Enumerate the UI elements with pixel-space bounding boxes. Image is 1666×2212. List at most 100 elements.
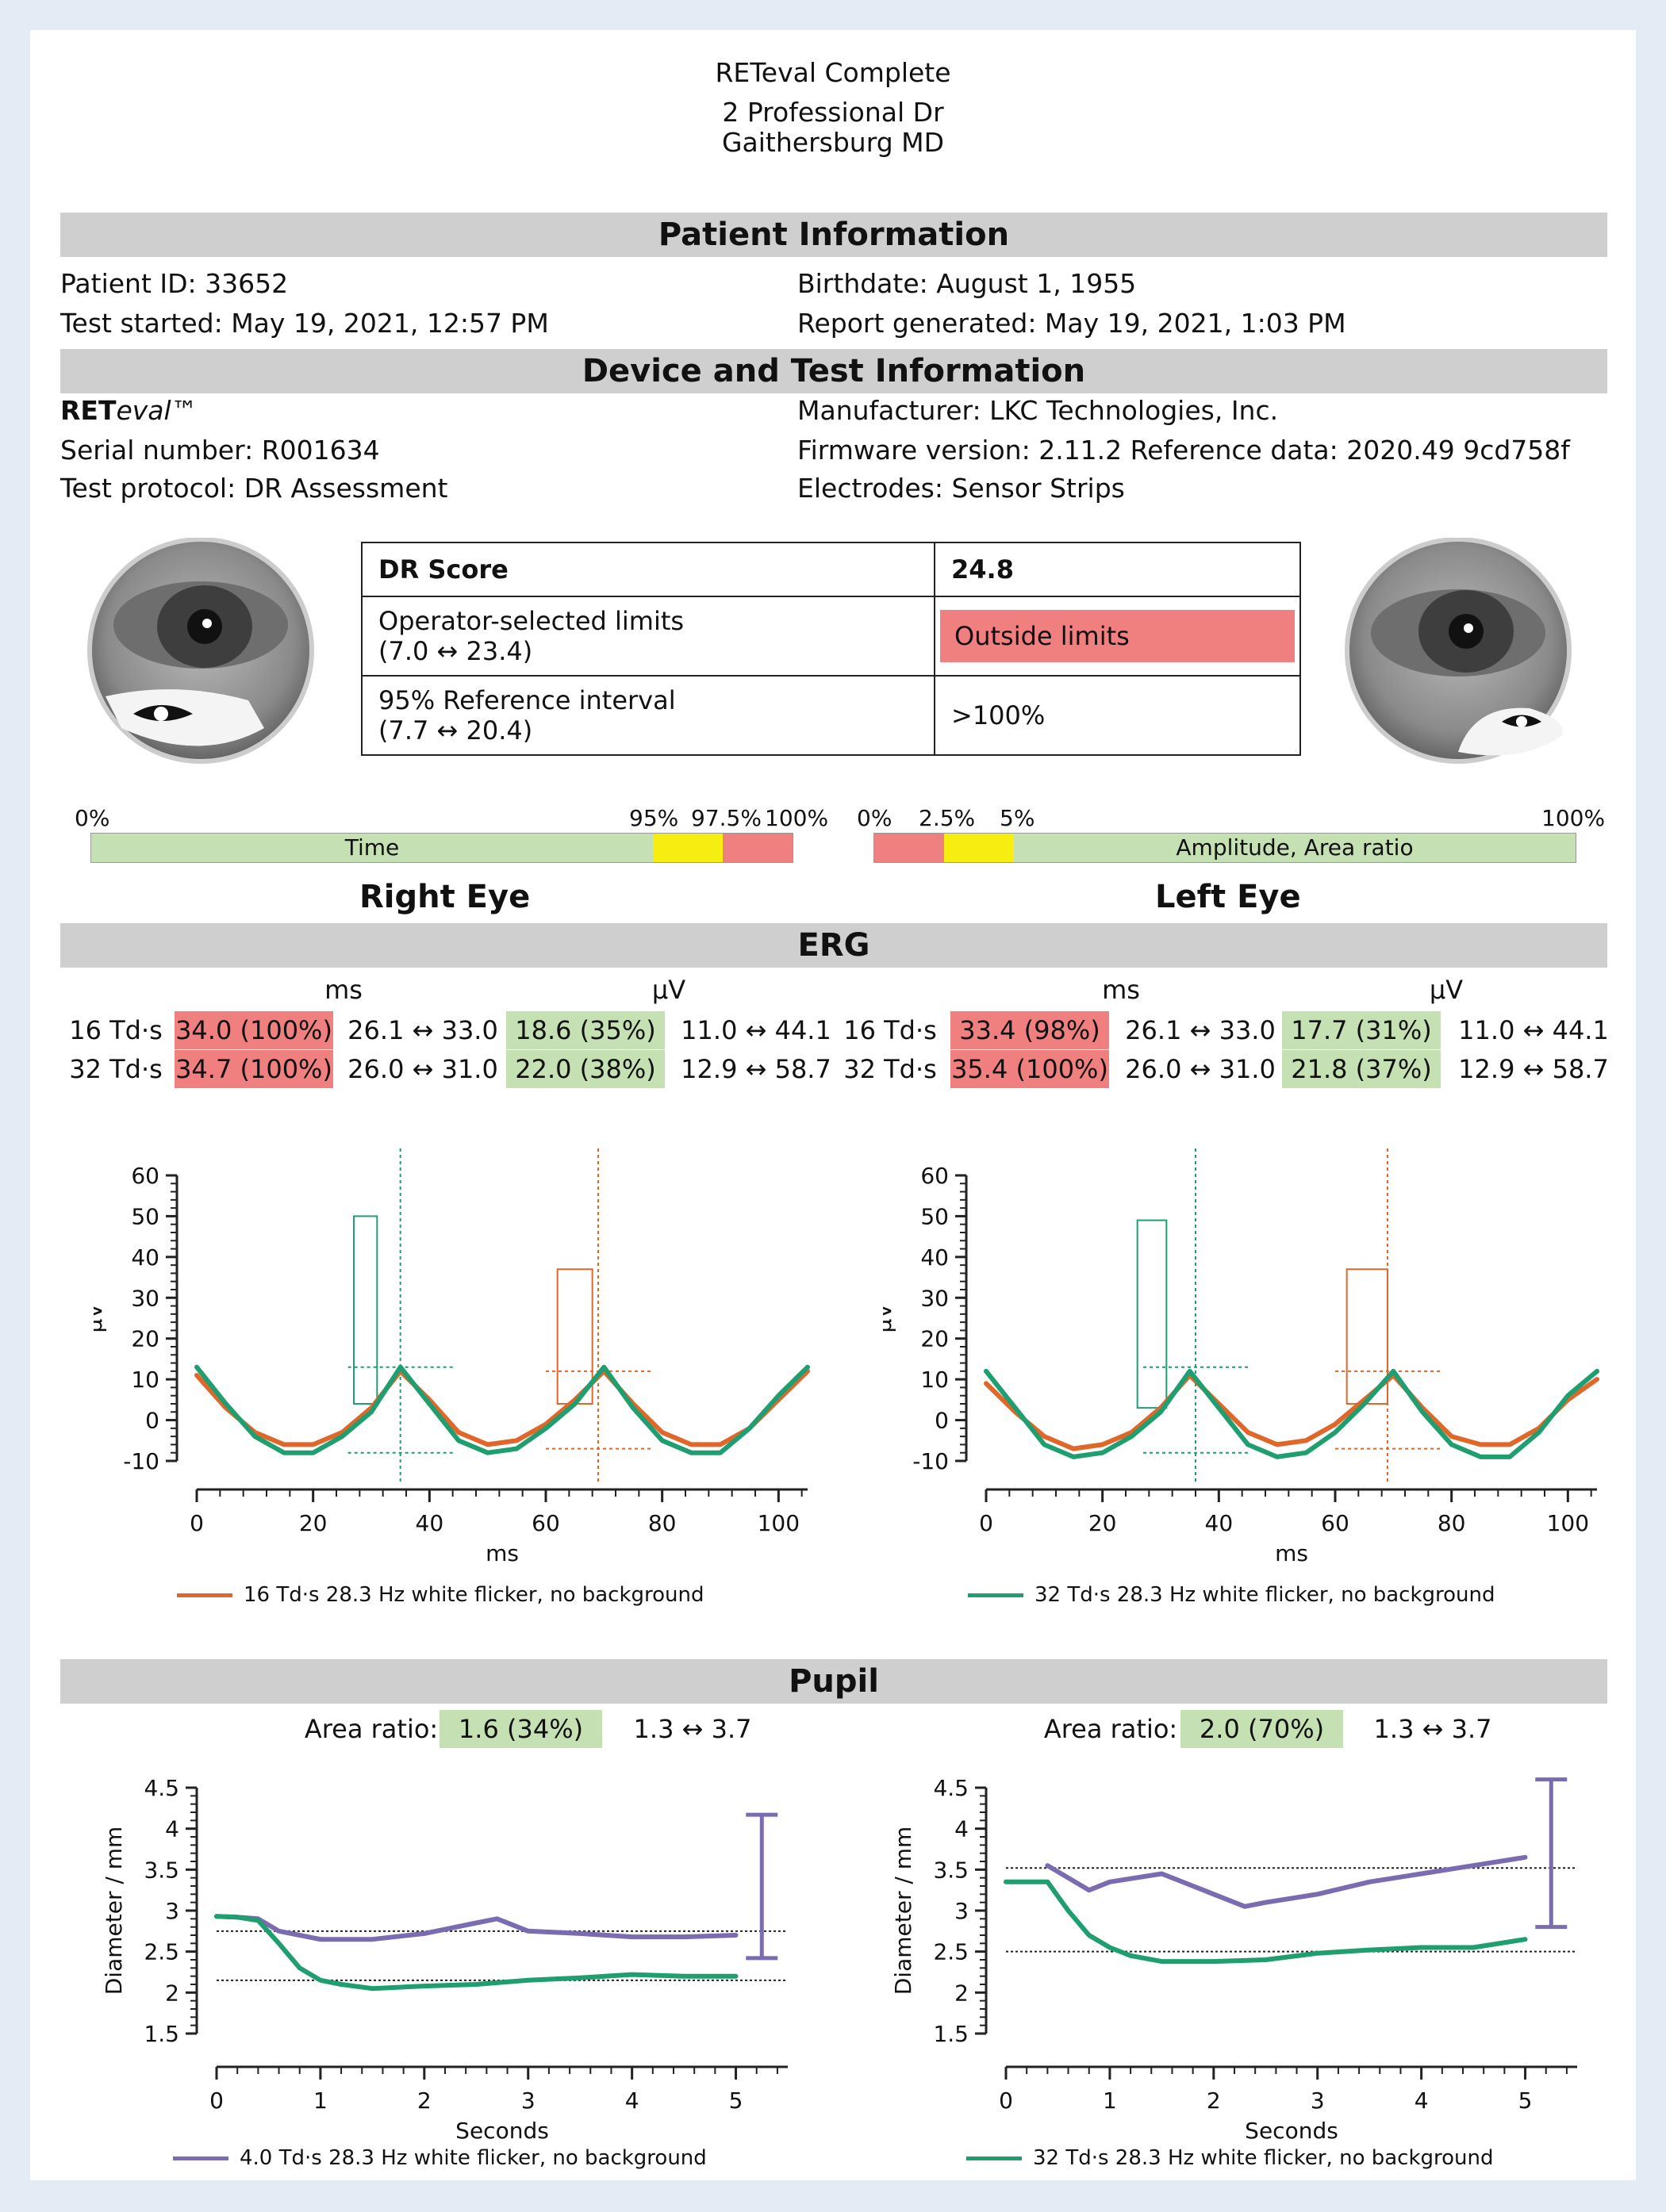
limits-label-line1: Operator-selected limits xyxy=(378,606,685,636)
ref-label-line1: 95% Reference interval xyxy=(378,685,676,715)
patient-info-header: Patient Information xyxy=(60,213,1607,257)
left-row2-label: 32 Td·s xyxy=(843,1054,937,1084)
time-scale-bar: Time xyxy=(90,833,793,863)
left-pupil-legend: 32 Td·s 28.3 Hz white flicker, no backgr… xyxy=(966,2146,1494,2170)
series-line-1 xyxy=(194,1364,810,1455)
right-row2-label: 32 Td·s xyxy=(69,1054,163,1084)
x-tick-label: 2 xyxy=(417,2087,432,2114)
left-row1-label: 16 Td·s xyxy=(843,1015,937,1045)
data-point xyxy=(236,1915,239,1919)
y-tick-label: 3.5 xyxy=(933,1857,969,1883)
legend-swatch-green-pupil xyxy=(966,2156,1022,2160)
y-tick-label: 2 xyxy=(954,1980,969,2006)
data-point xyxy=(1129,1954,1132,1957)
device-brand: RETeval™ xyxy=(60,395,198,426)
series-line-1 xyxy=(1004,1879,1528,1965)
data-point xyxy=(253,1435,256,1438)
x-tick-label: 60 xyxy=(532,1510,560,1536)
x-tick-label: 0 xyxy=(979,1510,993,1536)
data-point xyxy=(225,1402,228,1405)
data-point xyxy=(1304,1451,1307,1455)
right-row1-uv-range: 11.0 ↔ 44.1 xyxy=(681,1015,831,1045)
y-tick-label: 3 xyxy=(954,1898,969,1924)
data-point xyxy=(1004,1880,1008,1884)
data-point xyxy=(1479,1443,1482,1446)
y-tick-label: 30 xyxy=(920,1285,949,1311)
data-point xyxy=(1042,1435,1046,1438)
data-point xyxy=(1524,1938,1527,1941)
data-point xyxy=(1072,1447,1075,1451)
x-tick-label: 40 xyxy=(1205,1510,1234,1536)
data-point xyxy=(399,1366,402,1369)
left-row1-ms: 33.4 (98%) xyxy=(950,1011,1109,1049)
data-point xyxy=(370,1410,373,1413)
data-point xyxy=(1067,1909,1070,1912)
left-pupil-chart: 1.5 2 2.5 3 3.5 4 4.5 Diameter / mm 0 1 2 3 4 5 Second… xyxy=(890,1775,1577,2144)
left-erg-legend-text: 32 Td·s 28.3 Hz white flicker, no backgr… xyxy=(1035,1583,1495,1607)
data-point xyxy=(689,1451,693,1455)
data-point xyxy=(1160,1960,1163,1963)
data-point xyxy=(1160,1873,1163,1875)
data-point xyxy=(312,1443,315,1446)
data-point xyxy=(282,1451,286,1455)
report-page: RETeval Complete 2 Professional Dr Gaith… xyxy=(30,30,1636,2180)
data-point xyxy=(1046,1864,1049,1867)
amp-red-segment xyxy=(874,834,944,862)
data-point xyxy=(457,1439,460,1442)
right-area-range: 1.3 ↔ 3.7 xyxy=(633,1714,752,1744)
data-point xyxy=(1014,1406,1017,1409)
data-point xyxy=(544,1427,547,1430)
data-point xyxy=(1217,1406,1220,1409)
left-eye-title: Left Eye xyxy=(1155,879,1301,915)
left-row2-ms-range: 26.0 ↔ 31.0 xyxy=(1125,1054,1276,1084)
data-point xyxy=(312,1451,315,1455)
amplitude-scale-label: Amplitude, Area ratio xyxy=(1176,834,1414,861)
x-tick-label: 2 xyxy=(1207,2087,1221,2114)
right-row2-ms: 34.7 (100%) xyxy=(175,1050,333,1088)
dr-score-table: DR Score 24.8 Operator-selected limits (7… xyxy=(361,542,1301,756)
left-eye-photo xyxy=(1345,538,1572,764)
patient-id: Patient ID: 33652 xyxy=(60,268,289,299)
test-protocol: Test protocol: DR Assessment xyxy=(60,473,448,504)
green-limit-box xyxy=(353,1215,378,1405)
y-tick-label: 30 xyxy=(131,1285,159,1311)
data-point xyxy=(1334,1431,1337,1434)
data-point xyxy=(527,1930,530,1933)
data-point xyxy=(278,1930,281,1933)
y-tick-label: 20 xyxy=(920,1326,949,1352)
data-point xyxy=(1316,1892,1319,1896)
right-area-label: Area ratio: xyxy=(304,1714,439,1744)
amp-tick-25: 2.5% xyxy=(919,805,976,831)
data-point xyxy=(719,1443,722,1446)
x-tick-label: 5 xyxy=(1518,2087,1533,2114)
data-point xyxy=(457,1431,460,1434)
x-tick-label: 5 xyxy=(729,2087,743,2114)
right-eye-photo xyxy=(87,538,314,764)
data-point xyxy=(1046,1880,1049,1884)
data-point xyxy=(1212,1892,1215,1896)
data-point xyxy=(1243,1905,1246,1908)
serial-number: Serial number: R001634 xyxy=(60,435,380,466)
time-scale-label: Time xyxy=(344,834,400,861)
series-line-0 xyxy=(984,1373,1599,1451)
brand-italic: eval xyxy=(116,395,171,426)
data-point xyxy=(298,1934,301,1937)
y-axis-label: Diameter / mm xyxy=(890,1827,916,1995)
data-point xyxy=(1450,1435,1453,1438)
data-point xyxy=(428,1402,431,1405)
time-tick-100: 100% xyxy=(765,805,829,831)
data-point xyxy=(340,1983,343,1986)
data-point xyxy=(1130,1435,1133,1438)
data-point xyxy=(1101,1451,1104,1455)
left-area-label: Area ratio: xyxy=(1043,1714,1178,1744)
y-tick-label: 4.5 xyxy=(144,1775,179,1801)
data-point xyxy=(515,1447,518,1451)
time-green-segment xyxy=(91,834,653,862)
data-point xyxy=(1246,1443,1250,1446)
data-point xyxy=(631,1935,634,1938)
right-area-value: 1.6 (34%) xyxy=(440,1710,602,1748)
brand-bold: RET xyxy=(60,395,117,426)
y-tick-label: 50 xyxy=(131,1203,159,1229)
right-pupil-chart: 1.5 2 2.5 3 3.5 4 4.5 Diameter / mm 0 1 2 3 4 5 Second… xyxy=(101,1775,788,2144)
x-tick-label: 0 xyxy=(209,2087,224,2114)
